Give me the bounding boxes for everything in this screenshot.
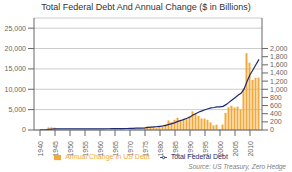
svg-text:1940: 1940 xyxy=(37,141,44,157)
svg-text:1970: 1970 xyxy=(127,141,134,157)
svg-text:600: 600 xyxy=(270,102,282,109)
svg-text:1990: 1990 xyxy=(187,141,194,157)
svg-text:1980: 1980 xyxy=(157,141,164,157)
svg-text:1950: 1950 xyxy=(67,141,74,157)
svg-text:800: 800 xyxy=(270,94,282,101)
svg-text:1965: 1965 xyxy=(112,141,119,157)
svg-text:1995: 1995 xyxy=(202,141,209,157)
svg-text:2005: 2005 xyxy=(232,141,239,157)
svg-text:1,200: 1,200 xyxy=(270,78,284,85)
html-text:Source: US Treasury, Zero Hedg: Source: US Treasury, Zero Hedge xyxy=(188,163,286,170)
svg-text:25,000: 25,000 xyxy=(8,25,26,32)
svg-text:400: 400 xyxy=(270,110,282,117)
svg-text:1985: 1985 xyxy=(172,141,179,157)
svg-text:10,000: 10,000 xyxy=(8,86,26,93)
svg-text:1955: 1955 xyxy=(82,141,89,157)
html-text:Total Federal Debt: Total Federal Debt xyxy=(170,153,228,160)
svg-text:1975: 1975 xyxy=(142,141,149,157)
svg-text:1945: 1945 xyxy=(52,141,59,157)
html-text:Total Federal Debt And Annual: Total Federal Debt And Annual Change ($ … xyxy=(41,2,251,12)
svg-text:5,000: 5,000 xyxy=(8,106,26,113)
svg-text:2000: 2000 xyxy=(217,141,224,157)
svg-text:1,600: 1,600 xyxy=(270,61,284,68)
svg-text:200: 200 xyxy=(270,118,282,125)
svg-text:0: 0 xyxy=(22,126,26,133)
svg-text:1,400: 1,400 xyxy=(270,69,284,76)
svg-text:0: 0 xyxy=(270,126,274,133)
svg-text:1,000: 1,000 xyxy=(270,86,284,93)
svg-text:15,000: 15,000 xyxy=(8,65,26,72)
svg-text:2,000: 2,000 xyxy=(270,45,284,52)
html-text:Annual Change In US Debt: Annual Change In US Debt xyxy=(65,153,150,160)
svg-text:1,800: 1,800 xyxy=(270,53,284,60)
svg-text:1960: 1960 xyxy=(97,141,104,157)
svg-text:2010: 2010 xyxy=(247,141,254,157)
svg-text:20,000: 20,000 xyxy=(8,45,26,52)
